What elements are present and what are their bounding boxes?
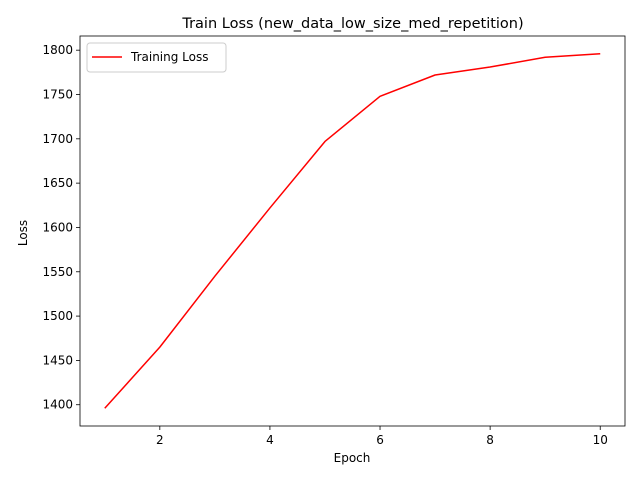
chart-title: Train Loss (new_data_low_size_med_repeti… — [181, 16, 523, 32]
x-tick-label: 4 — [266, 433, 274, 447]
series-layer — [104, 52, 601, 409]
plot-area — [79, 35, 626, 427]
y-tick-label: 1400 — [42, 398, 73, 412]
y-tick-label: 1700 — [42, 132, 73, 146]
y-axis-ticks: 1400 1450 1500 1550 1600 1650 1700 1750 1800 — [42, 43, 80, 412]
legend-frame — [86, 42, 227, 73]
y-tick-label: 1800 — [42, 43, 73, 57]
x-tick-label: 6 — [376, 433, 384, 447]
plot-frame — [79, 35, 626, 427]
legend: Training Loss — [86, 42, 227, 73]
x-tick-label: 8 — [486, 433, 494, 447]
y-tick-label: 1600 — [42, 220, 73, 234]
x-tick-label: 2 — [156, 433, 164, 447]
y-tick-label: 1750 — [42, 88, 73, 102]
y-tick-label: 1650 — [42, 176, 73, 190]
y-tick-label: 1450 — [42, 353, 73, 367]
x-tick-label: 10 — [593, 433, 608, 447]
y-axis-label: Loss — [16, 220, 30, 246]
series-line-training-loss — [104, 52, 601, 409]
x-axis-ticks: 2 4 6 8 10 — [156, 426, 608, 447]
y-tick-label: 1550 — [42, 265, 73, 279]
x-axis-label: Epoch — [334, 451, 371, 465]
y-tick-label: 1500 — [42, 309, 73, 323]
legend-label-training-loss: Training Loss — [130, 50, 208, 64]
